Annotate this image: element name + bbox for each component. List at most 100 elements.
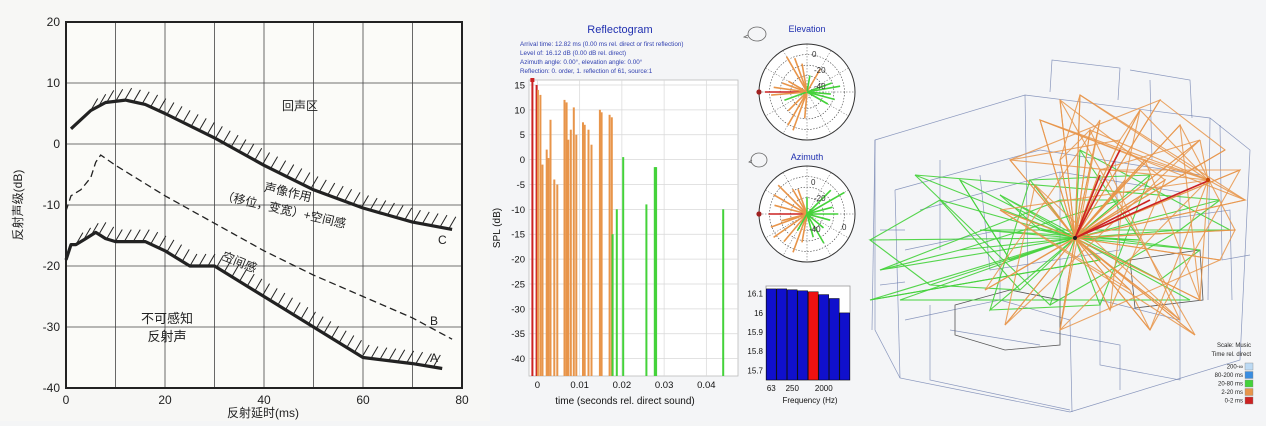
hatch-mark <box>198 118 207 131</box>
left-x-tick-label-3: 60 <box>356 393 370 407</box>
hatch-mark <box>361 344 370 358</box>
azimuth-ring-label-right: 0 <box>842 223 847 232</box>
hatch-mark <box>327 182 336 196</box>
hatch-mark <box>335 185 344 199</box>
elevation-ray <box>787 91 808 112</box>
reflectogram-y-tick-label-2: 5 <box>520 130 525 141</box>
room-wall-line <box>1024 94 1029 281</box>
azimuth-ray <box>773 213 808 239</box>
hatch-mark <box>421 211 430 225</box>
ray-path-green <box>939 199 1076 291</box>
hatch-mark <box>346 335 355 348</box>
reflectogram-bar-green <box>615 209 618 376</box>
reflectogram-bars <box>530 78 725 377</box>
frequency-x-axis-title: Frequency (Hz) <box>782 396 837 405</box>
hatch-mark <box>404 207 413 221</box>
hatch-mark <box>406 350 415 364</box>
reflectogram-bar-green <box>645 204 648 376</box>
frequency-bar-4000 <box>829 298 840 381</box>
reflection-perception-chart-panel: 0 20 40 60 80 20 10 0 -10 -20 -30 -40 反射声级(dB) 反射延时… <box>0 0 490 421</box>
hatch-mark <box>270 156 279 169</box>
elevation-ray <box>806 85 841 93</box>
azimuth-ray <box>806 213 814 238</box>
ray-path-orange <box>1079 94 1209 181</box>
azimuth-ray <box>783 213 808 243</box>
reflectogram-bar-orange <box>583 124 586 376</box>
receiver-marker <box>1073 236 1077 240</box>
reflectogram-bar-orange <box>539 94 542 377</box>
hatch-mark <box>207 253 216 267</box>
hatch-mark <box>132 229 141 242</box>
head-side-icon <box>742 26 767 42</box>
hatch-mark <box>262 152 270 165</box>
azimuth-ring-label-20: -20 <box>814 194 826 203</box>
azimuth-rays <box>756 184 845 253</box>
hatch-mark <box>231 264 240 277</box>
hatch-mark <box>123 229 132 242</box>
hatch-mark <box>323 321 332 334</box>
curve-c-line <box>69 98 453 231</box>
azimuth-ring-label-40: -40 <box>809 225 821 234</box>
reflectogram-y-tick-label-3: 0 <box>520 155 525 166</box>
legend-swatch-0 <box>1244 362 1254 371</box>
hatch-mark <box>150 231 159 245</box>
frequency-bars <box>766 288 850 381</box>
time-scale-legend: Scale: Music Time rel. direct 200-∞ 80-20… <box>1212 343 1254 405</box>
reflectogram-bar-orange <box>575 134 578 376</box>
ray-path <box>984 119 1101 291</box>
reflectogram-bar-orange <box>541 164 544 376</box>
hatch-mark <box>222 130 231 143</box>
reflectogram-x-tick-label-1: 0.01 <box>570 380 589 391</box>
hatch-mark <box>239 269 247 282</box>
hatch-mark <box>278 160 287 173</box>
elevation-rays <box>756 56 841 131</box>
azimuth-ray <box>777 184 808 215</box>
elevation-ring-label-20: -20 <box>814 66 826 75</box>
hatch-mark <box>310 176 319 189</box>
frequency-y-tick-label-4: 15.7 <box>747 366 763 375</box>
reflectogram-bar-orange <box>536 89 539 377</box>
hatch-mark <box>174 244 183 257</box>
reflectogram-bar-orange <box>565 102 568 377</box>
ray-path-orange <box>1059 179 1209 331</box>
reflectogram-y-tick-label-9: -30 <box>511 304 525 315</box>
frequency-bar-125 <box>776 288 787 381</box>
hatch-mark <box>198 253 207 267</box>
reflectogram-selected-marker <box>530 78 535 82</box>
hatch-mark <box>294 168 303 181</box>
azimuth-ray <box>806 191 845 215</box>
hatch-mark <box>331 325 339 339</box>
azimuth-title: Azimuth <box>791 152 824 162</box>
ray-path <box>1074 169 1241 239</box>
room-wall-line <box>1039 329 1121 390</box>
reflectogram-bar-orange <box>569 129 572 376</box>
reflectogram-bar-green <box>722 209 725 376</box>
reflection-info: Reflection: 0. order, 1. reflection of 6… <box>520 68 653 75</box>
left-y-tick-label-6: -40 <box>43 381 61 395</box>
legend-item-label-0: 200-∞ <box>1227 365 1243 371</box>
hatch-mark <box>238 139 247 152</box>
hatch-mark <box>106 90 115 103</box>
frequency-bar-1000 <box>808 291 819 381</box>
left-y-tick-label-0: 20 <box>47 15 61 29</box>
legend-scale-title: Scale: Music <box>1217 343 1251 349</box>
left-y-tick-label-2: 0 <box>53 137 60 151</box>
legend-item-label-3: 2-20 ms <box>1221 390 1243 396</box>
reflectogram-y-tick-label-10: -35 <box>511 329 525 340</box>
room-wall-line <box>894 189 901 379</box>
hatch-mark <box>98 222 107 235</box>
azimuth-polar-chart: Azimuth 0 -20 -40 0 <box>748 152 856 263</box>
room-wall-line <box>949 329 1041 346</box>
hatch-mark <box>181 249 190 262</box>
hatch-mark <box>223 259 232 273</box>
left-grid <box>66 22 462 388</box>
ray-path <box>1059 99 1196 336</box>
azimuth-ray <box>774 204 808 215</box>
ray-path <box>1074 237 1151 331</box>
reflection-perception-chart: 0 20 40 60 80 20 10 0 -10 -20 -30 -40 反射声级(dB) 反射延时… <box>10 15 469 420</box>
elevation-ray <box>806 91 829 105</box>
head-top-icon <box>748 152 768 168</box>
legend-time-title: Time rel. direct <box>1212 352 1252 358</box>
reflectogram-bar-orange <box>547 158 550 376</box>
left-x-tick-label-2: 40 <box>257 393 271 407</box>
